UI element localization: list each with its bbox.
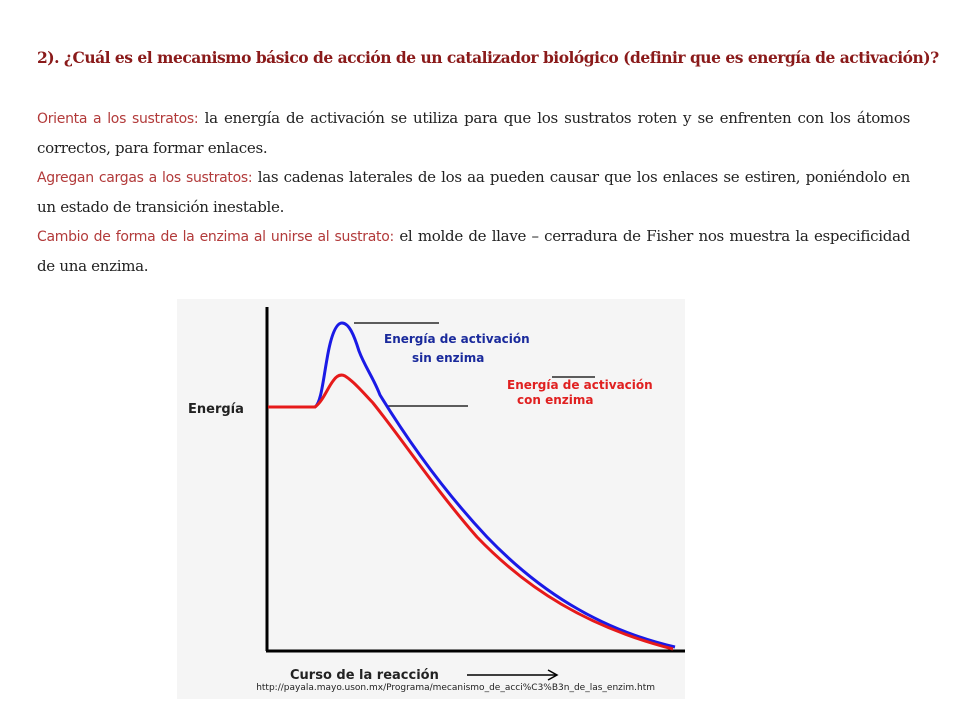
term-forma: Cambio de forma de la enzima al unirse a… xyxy=(37,229,394,245)
text-cargas: las cadenas laterales de los aa pueden c… xyxy=(37,168,911,216)
label-without-enzyme-line2: sin enzima xyxy=(412,351,484,365)
answer-text: Orienta a los sustratos: la energía de a… xyxy=(37,104,910,281)
term-cargas: Agregan cargas a los sustratos: xyxy=(37,170,253,186)
text-orienta: la energía de activación se utiliza para… xyxy=(37,109,910,157)
paragraph-cargas: Agregan cargas a los sustratos: las cade… xyxy=(37,163,910,222)
label-with-enzyme-line2: con enzima xyxy=(517,393,593,407)
source-url: http://payala.mayo.uson.mx/Programa/meca… xyxy=(256,683,655,693)
label-without-enzyme-line1: Energía de activación xyxy=(384,332,530,346)
curve-with-enzyme xyxy=(268,373,674,651)
x-axis-arrow xyxy=(467,669,559,681)
x-axis-label: Curso de la reacción xyxy=(290,668,439,683)
curve-without-enzyme xyxy=(268,321,676,649)
paragraph-forma: Cambio de forma de la enzima al unirse a… xyxy=(37,222,910,281)
energy-diagram-svg: Energía Curso de la reacción Energía de … xyxy=(188,307,685,683)
paragraph-orienta: Orienta a los sustratos: la energía de a… xyxy=(37,104,910,163)
term-orienta: Orienta a los sustratos: xyxy=(37,111,199,127)
label-with-enzyme-line1: Energía de activación xyxy=(507,378,653,392)
text-forma: el molde de llave – cerradura de Fisher … xyxy=(37,227,911,275)
y-axis-label: Energía xyxy=(188,402,244,417)
question-heading: 2). ¿Cuál es el mecanismo básico de acci… xyxy=(37,48,939,67)
energy-diagram: Energía Curso de la reacción Energía de … xyxy=(177,299,685,699)
